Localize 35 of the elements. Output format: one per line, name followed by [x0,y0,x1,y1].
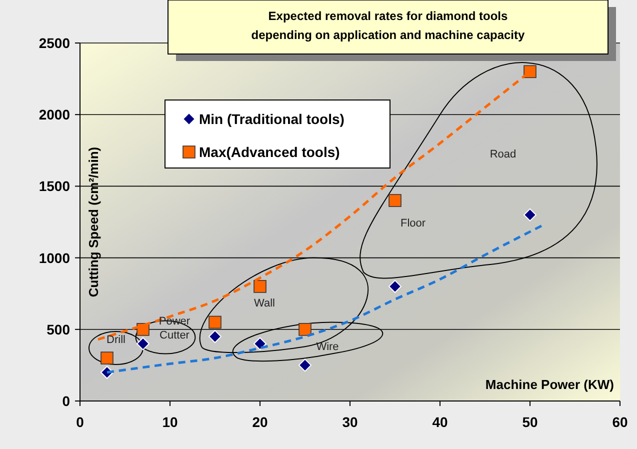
point [524,208,536,222]
point [136,323,150,336]
point [298,358,312,372]
annotation: Drill [106,334,126,346]
point [388,280,402,293]
chart-title: Expected removal rates for diamond tools depending on application and machine capacity [251,9,526,42]
x-tick-label: 20 [252,414,268,430]
y-tick-label: 1000 [38,250,70,266]
x-axis-title: Machine Power (KW) [485,377,614,392]
x-tick-label: 40 [432,414,448,430]
y-tick-label: 0 [62,393,70,409]
x-tick-label: 0 [76,414,84,430]
y-axis-title: Cutting Speed (cm²/min) [86,146,101,298]
point [298,323,312,336]
point [254,280,266,293]
x-tick-label: 60 [612,414,628,430]
legend-label: Min (Traditional tools) [199,111,344,127]
point [388,194,402,207]
point [208,330,222,344]
y-tick-label: 2500 [38,35,70,51]
annotation: Wire [316,341,339,354]
legend-label: Max(Advanced tools) [199,144,340,160]
x-tick-label: 50 [522,414,538,430]
annotation: Road [490,148,516,161]
point [208,316,222,329]
annotation: Wall [254,297,275,310]
point [136,337,150,350]
x-tick-label: 30 [342,414,358,430]
y-tick-label: 500 [46,321,70,338]
x-tick-label: 10 [162,414,178,430]
y-tick-label: 1500 [38,178,70,194]
y-tick-label: 2000 [38,106,70,123]
point [100,352,114,364]
annotation: Floor [400,217,426,230]
point [524,65,536,78]
